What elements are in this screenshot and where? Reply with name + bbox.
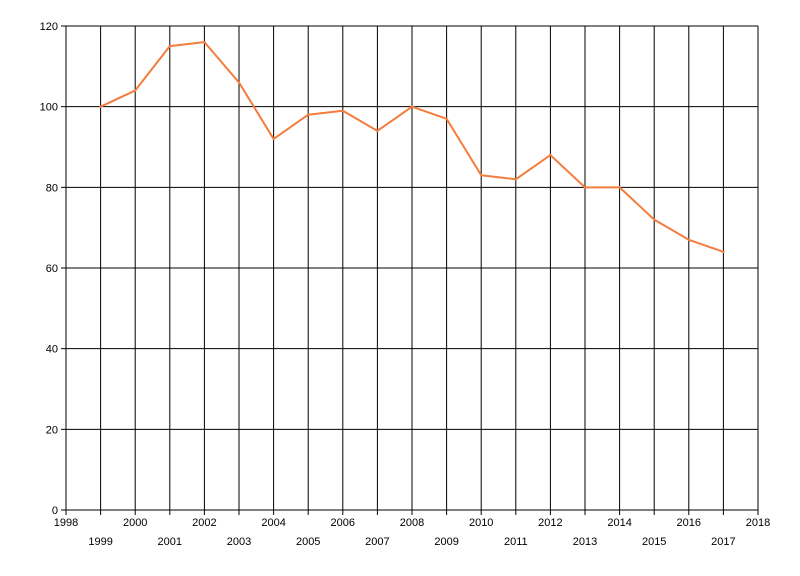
x-tick-label: 2002 bbox=[192, 517, 216, 529]
data-point bbox=[687, 238, 690, 241]
x-tick-label: 2008 bbox=[400, 517, 424, 529]
y-tick-label: 60 bbox=[46, 263, 58, 275]
x-tick-label: 2001 bbox=[158, 536, 182, 548]
y-tick-label: 80 bbox=[46, 182, 58, 194]
x-tick-label: 2010 bbox=[469, 517, 493, 529]
data-point bbox=[583, 186, 587, 189]
data-points bbox=[99, 40, 725, 254]
tick-labels: 1998 1999 2000 2001 2002 2003 2004 2005 2006 2007… bbox=[40, 21, 771, 548]
y-tick-label: 100 bbox=[40, 102, 58, 114]
x-tick-label: 2000 bbox=[123, 517, 147, 529]
data-point bbox=[480, 174, 483, 177]
data-point bbox=[514, 178, 517, 181]
x-tick-label: 1999 bbox=[88, 536, 112, 548]
x-tick-label: 2003 bbox=[227, 536, 251, 548]
data-point bbox=[618, 186, 621, 189]
y-tick-label: 120 bbox=[40, 21, 58, 33]
data-point bbox=[341, 109, 344, 112]
x-tick-label: 2013 bbox=[573, 536, 597, 548]
x-tick-label: 2017 bbox=[711, 536, 735, 548]
data-point bbox=[272, 137, 275, 141]
y-tick-label: 40 bbox=[46, 344, 58, 356]
data-point bbox=[203, 40, 206, 44]
x-tick-label: 2004 bbox=[261, 517, 285, 529]
y-tick-label: 0 bbox=[52, 505, 58, 517]
data-point bbox=[410, 105, 414, 108]
data-point bbox=[445, 117, 448, 120]
x-tick-label: 2006 bbox=[331, 517, 355, 529]
y-tick-label: 20 bbox=[46, 424, 58, 436]
axes bbox=[61, 25, 759, 515]
data-point bbox=[722, 250, 725, 254]
data-point bbox=[168, 44, 171, 48]
data-point bbox=[653, 218, 656, 221]
x-tick-label: 2012 bbox=[538, 517, 562, 529]
x-tick-label: 2009 bbox=[434, 536, 458, 548]
x-tick-label: 2014 bbox=[607, 517, 631, 529]
x-tick-label: 2018 bbox=[746, 517, 770, 529]
x-tick-label: 2015 bbox=[642, 536, 666, 548]
grid bbox=[66, 25, 759, 510]
data-point bbox=[376, 129, 379, 133]
x-tick-label: 1998 bbox=[54, 517, 78, 529]
data-point bbox=[237, 81, 241, 84]
data-point bbox=[307, 113, 310, 116]
x-tick-label: 2011 bbox=[504, 536, 528, 548]
data-point bbox=[134, 89, 137, 92]
x-tick-label: 2005 bbox=[296, 536, 320, 548]
x-tick-label: 2007 bbox=[365, 536, 389, 548]
x-tick-label: 2016 bbox=[677, 517, 701, 529]
data-point bbox=[549, 153, 552, 157]
data-point bbox=[99, 105, 102, 108]
